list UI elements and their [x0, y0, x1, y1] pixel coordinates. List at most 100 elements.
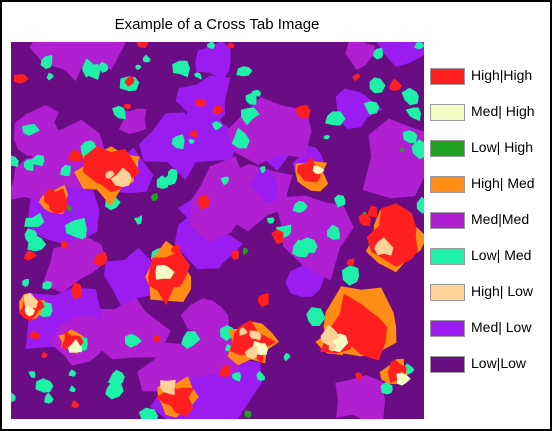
- map-patch: [295, 105, 311, 119]
- legend-swatch: [430, 176, 465, 193]
- map-patch: [42, 234, 108, 293]
- map-patch: [345, 42, 376, 71]
- legend-label: Low| Med: [471, 247, 532, 263]
- map-patch: [416, 196, 424, 214]
- map-patch: [30, 154, 45, 167]
- map-patch: [44, 392, 54, 404]
- map-patch: [362, 118, 424, 199]
- map-patch: [380, 381, 393, 395]
- map-patch: [259, 166, 266, 174]
- map-patch: [71, 282, 83, 300]
- map-patch: [283, 352, 291, 362]
- map-patch: [405, 107, 421, 121]
- map-patch: [243, 247, 248, 256]
- map-patch: [389, 78, 403, 91]
- map-patch: [107, 369, 125, 385]
- map-patch: [335, 88, 383, 129]
- map-patch: [118, 108, 147, 134]
- map-patch: [67, 149, 84, 162]
- legend-label: Med| High: [471, 103, 535, 119]
- legend-swatch: [430, 320, 465, 337]
- map-patch: [104, 247, 158, 306]
- map-patch: [411, 139, 424, 160]
- map-patch: [188, 138, 195, 144]
- map-patch: [150, 192, 159, 201]
- map-patch: [189, 130, 198, 138]
- legend-item: Med| High: [430, 102, 545, 138]
- map-patch: [44, 188, 68, 214]
- map-patch: [298, 237, 318, 254]
- map-patch: [167, 168, 178, 180]
- map-patch: [376, 42, 424, 68]
- legend: High|High Med| High Low| High High| Med Med|…: [430, 66, 545, 390]
- legend-label: High| Low: [471, 283, 534, 299]
- legend-swatch: [430, 284, 465, 301]
- map-patch: [124, 103, 131, 110]
- map-patch: [306, 307, 326, 326]
- map-patch: [197, 194, 209, 210]
- map-patch: [206, 42, 216, 50]
- map-patch: [372, 47, 384, 60]
- map-patch: [362, 211, 367, 215]
- map-patch: [23, 293, 39, 309]
- map-patch: [267, 217, 275, 224]
- legend-item: Low| Med: [430, 246, 545, 282]
- map-patch: [170, 244, 181, 254]
- cross-tab-raster: [11, 42, 424, 419]
- map-patch: [155, 264, 175, 280]
- map-patch: [20, 105, 59, 141]
- legend-swatch: [430, 356, 465, 373]
- map-patch: [136, 42, 149, 48]
- legend-swatch: [430, 212, 465, 229]
- map-patch: [135, 64, 142, 70]
- legend-swatch: [430, 104, 465, 121]
- map-patch: [22, 278, 29, 287]
- map-patch: [160, 379, 176, 396]
- map-patch: [60, 164, 71, 177]
- map-patch: [244, 410, 252, 418]
- map-patch: [227, 42, 235, 49]
- map-patch: [218, 365, 231, 377]
- map-patch: [414, 42, 424, 50]
- map-patch: [271, 229, 284, 245]
- map-patch: [401, 87, 419, 106]
- legend-item: Med| Low: [430, 318, 545, 354]
- map-patch: [42, 280, 52, 290]
- map-patch: [402, 130, 418, 143]
- map-patch: [105, 170, 115, 179]
- map-patch: [71, 400, 80, 408]
- map-patch: [29, 42, 105, 82]
- legend-item: Med|Med: [430, 210, 545, 246]
- legend-item: Low|Low: [430, 354, 545, 390]
- map-patch: [399, 147, 405, 153]
- legend-label: Med| Low: [471, 319, 532, 335]
- map-patch: [28, 371, 36, 378]
- map-patch: [274, 195, 354, 281]
- legend-item: Low| High: [430, 138, 545, 174]
- map-patch: [335, 375, 385, 419]
- map-patch: [110, 167, 132, 188]
- map-patch: [153, 335, 161, 342]
- map-patch: [327, 224, 340, 240]
- map-patch: [220, 176, 229, 186]
- map-patch: [23, 159, 34, 171]
- cross-tab-map: [11, 42, 424, 419]
- map-patch: [368, 205, 378, 218]
- map-patch: [328, 342, 337, 352]
- legend-item: High| Low: [430, 282, 545, 318]
- map-patch: [244, 345, 258, 360]
- map-patch: [69, 385, 76, 393]
- map-patch: [256, 370, 265, 381]
- map-patch: [236, 66, 253, 77]
- map-patch: [67, 338, 83, 353]
- map-patch: [41, 351, 48, 359]
- map-patch: [189, 156, 265, 243]
- map-patch: [193, 72, 202, 80]
- map-patch: [341, 265, 360, 286]
- map-patch: [35, 378, 54, 393]
- legend-swatch: [430, 248, 465, 265]
- map-patch: [239, 327, 248, 336]
- map-patch: [230, 250, 239, 261]
- map-patch: [358, 212, 371, 227]
- map-patch: [325, 111, 346, 126]
